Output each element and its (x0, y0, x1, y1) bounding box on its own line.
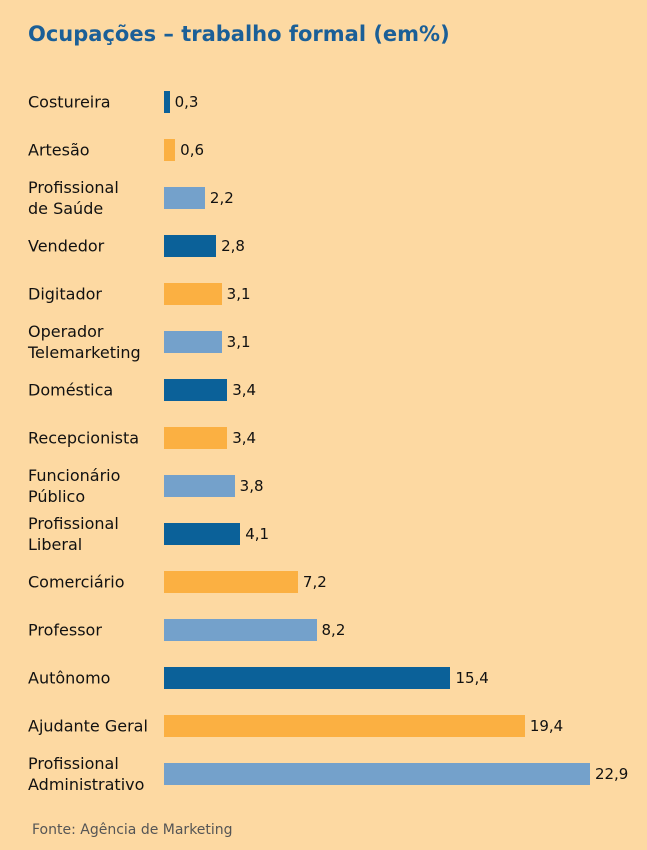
category-label: Profissional Administrativo (28, 754, 145, 794)
value-label: 2,2 (209, 189, 234, 207)
category-label: Professor (28, 620, 102, 640)
bar (164, 571, 298, 593)
bar (164, 283, 222, 305)
value-label: 3,1 (226, 285, 251, 303)
bar (164, 331, 222, 353)
value-label: 3,1 (226, 333, 251, 351)
bar (164, 667, 451, 689)
bar (164, 475, 235, 497)
category-label: Doméstica (28, 380, 114, 400)
bar (164, 379, 228, 401)
category-label: Vendedor (28, 236, 105, 256)
category-label: Recepcionista (28, 428, 140, 448)
category-label: Costureira (28, 92, 111, 112)
chart-title: Ocupações – trabalho formal (em%) (28, 22, 450, 46)
value-label: 15,4 (455, 669, 489, 687)
category-label: Digitador (28, 284, 102, 304)
bar (164, 139, 176, 161)
value-label: 22,9 (594, 765, 629, 783)
value-label: 2,8 (221, 237, 245, 255)
bar (164, 91, 170, 113)
source: Fonte: Agência de Marketing (32, 822, 233, 838)
category-label: Profissional de Saúde (28, 178, 119, 218)
bar (164, 187, 205, 209)
bar (164, 523, 241, 545)
value-label: 0,6 (180, 141, 205, 159)
value-label: 3,4 (232, 429, 257, 447)
value-label: 7,2 (302, 573, 327, 591)
value-label: 0,3 (174, 93, 199, 111)
value-label: 4,1 (245, 525, 270, 543)
category-label: Autônomo (28, 668, 111, 688)
value-label: 19,4 (529, 717, 564, 735)
bar (164, 235, 217, 257)
bar (164, 427, 228, 449)
category-label: Artesão (28, 140, 90, 160)
value-label: 8,2 (321, 621, 346, 639)
category-label: Profissional Liberal (28, 514, 119, 554)
bar (164, 715, 525, 737)
bar (164, 619, 317, 641)
value-label: 3,8 (239, 477, 264, 495)
category-label: Ajudante Geral (28, 716, 148, 736)
bar (164, 763, 590, 785)
category-label: Operador Telemarketing (28, 322, 141, 362)
category-label: Funcionário Público (28, 466, 121, 506)
value-label: 3,4 (232, 381, 257, 399)
category-label: Comerciário (28, 572, 125, 592)
